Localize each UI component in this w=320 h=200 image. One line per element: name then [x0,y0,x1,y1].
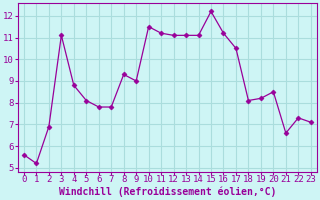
X-axis label: Windchill (Refroidissement éolien,°C): Windchill (Refroidissement éolien,°C) [59,187,276,197]
